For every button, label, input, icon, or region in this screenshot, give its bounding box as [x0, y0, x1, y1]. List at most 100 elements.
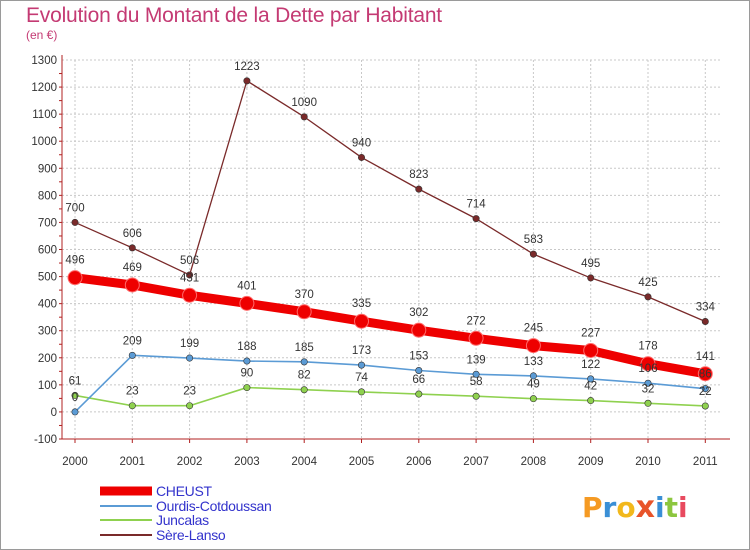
- series-line-cheust: [70, 273, 710, 379]
- y-tick-label: 800: [38, 190, 57, 202]
- data-point-juncalas: [186, 402, 194, 410]
- y-tick-label: -100: [34, 434, 57, 446]
- data-point-juncalas: [644, 399, 652, 407]
- data-label-s-re-lanso: 700: [65, 202, 84, 214]
- data-point-cheust: [182, 287, 198, 303]
- data-point-s-re-lanso: [186, 271, 194, 279]
- data-label-juncalas: 23: [183, 386, 196, 398]
- data-point-cheust: [583, 342, 599, 358]
- x-tick-label: 2005: [349, 456, 375, 468]
- logo-letter: P: [582, 491, 603, 524]
- data-point-ourdis-cotdoussan: [357, 361, 365, 369]
- data-point-ourdis-cotdoussan: [701, 385, 709, 393]
- data-label-cheust: 401: [237, 280, 256, 292]
- data-label-ourdis-cotdoussan: 122: [581, 359, 600, 371]
- data-point-juncalas: [587, 397, 595, 405]
- data-point-ourdis-cotdoussan: [529, 372, 537, 380]
- data-label-s-re-lanso: 714: [467, 199, 487, 211]
- series-line-ourdis-cotdoussan: [74, 354, 707, 413]
- data-point-juncalas: [243, 384, 251, 392]
- legend-label: Juncalas: [156, 512, 209, 528]
- data-label-cheust: 245: [524, 323, 543, 335]
- data-label-ourdis-cotdoussan: 133: [524, 356, 543, 368]
- data-label-s-re-lanso: 583: [524, 234, 543, 246]
- data-point-s-re-lanso: [529, 250, 537, 258]
- data-point-cheust: [411, 322, 427, 338]
- y-tick-label: 300: [38, 326, 57, 338]
- data-label-cheust: 272: [467, 315, 486, 327]
- data-point-cheust: [697, 366, 713, 382]
- data-label-s-re-lanso: 823: [409, 169, 428, 181]
- data-label-cheust: 141: [696, 351, 715, 363]
- data-point-cheust: [354, 313, 369, 329]
- data-point-s-re-lanso: [415, 185, 423, 193]
- data-point-juncalas: [415, 390, 423, 398]
- proxiti-logo: Proxiti: [582, 490, 688, 525]
- data-label-s-re-lanso: 334: [696, 302, 716, 314]
- data-point-ourdis-cotdoussan: [415, 367, 423, 375]
- x-tick-label: 2007: [463, 456, 489, 468]
- logo-letter: t: [664, 491, 678, 524]
- y-tick-label: 600: [38, 245, 57, 257]
- x-tick-label: 2011: [693, 456, 718, 468]
- y-tick-label: 1100: [32, 109, 57, 121]
- legend-swatch: [100, 486, 152, 496]
- x-tick-label: 2000: [62, 456, 88, 468]
- y-tick-label: 200: [38, 353, 57, 365]
- data-point-s-re-lanso: [128, 244, 136, 252]
- y-tick-label: 1300: [31, 55, 57, 67]
- legend-label: Sère-Lanso: [156, 526, 226, 543]
- data-point-ourdis-cotdoussan: [644, 379, 652, 387]
- legend-swatch: [100, 504, 152, 507]
- data-label-s-re-lanso: 940: [352, 137, 371, 149]
- data-point-s-re-lanso: [472, 215, 480, 223]
- data-label-juncalas: 42: [584, 381, 597, 393]
- logo-letter: i: [654, 491, 665, 524]
- data-label-cheust: 370: [295, 289, 314, 301]
- data-point-juncalas: [71, 391, 79, 399]
- data-point-juncalas: [529, 395, 537, 403]
- data-label-cheust: 227: [581, 327, 600, 339]
- data-label-juncalas: 66: [412, 374, 425, 386]
- data-point-s-re-lanso: [71, 218, 79, 226]
- data-label-juncalas: 90: [241, 368, 254, 380]
- data-label-cheust: 302: [409, 307, 428, 319]
- data-label-juncalas: 49: [527, 379, 540, 391]
- x-tick-label: 2006: [406, 456, 432, 468]
- data-point-cheust: [124, 277, 140, 293]
- logo-letter: i: [677, 491, 688, 524]
- logo-letter: x: [635, 490, 655, 525]
- data-label-s-re-lanso: 506: [180, 255, 199, 267]
- data-label-ourdis-cotdoussan: 0: [72, 392, 78, 404]
- data-label-juncalas: 58: [470, 376, 483, 388]
- data-point-s-re-lanso: [644, 293, 652, 301]
- data-point-ourdis-cotdoussan: [128, 351, 136, 359]
- logo-letter: r: [602, 491, 617, 524]
- data-point-cheust: [67, 270, 83, 286]
- data-label-juncalas: 82: [298, 370, 311, 382]
- data-point-s-re-lanso: [357, 153, 365, 161]
- legend-swatch: [100, 519, 152, 522]
- y-tick-label: 700: [38, 217, 57, 229]
- data-point-juncalas: [300, 386, 308, 394]
- data-point-juncalas: [128, 402, 136, 410]
- data-label-juncalas: 74: [355, 372, 368, 384]
- x-tick-label: 2001: [120, 456, 146, 468]
- y-tick-label: 500: [38, 272, 57, 284]
- data-point-ourdis-cotdoussan: [472, 370, 480, 378]
- data-label-cheust: 469: [123, 262, 142, 274]
- data-label-ourdis-cotdoussan: 153: [409, 351, 428, 363]
- data-label-ourdis-cotdoussan: 173: [352, 345, 371, 357]
- series-line-s-re-lanso: [74, 80, 706, 323]
- data-label-juncalas: 32: [642, 383, 655, 395]
- data-point-s-re-lanso: [243, 77, 251, 85]
- x-tick-label: 2004: [291, 456, 317, 468]
- y-tick-label: 1000: [31, 136, 57, 148]
- data-label-ourdis-cotdoussan: 106: [638, 363, 657, 375]
- data-label-s-re-lanso: 425: [638, 277, 657, 289]
- y-tick-label: 400: [38, 299, 57, 311]
- data-point-cheust: [468, 330, 484, 346]
- x-tick-label: 2002: [177, 456, 203, 468]
- legend-label: CHEUST: [156, 483, 212, 499]
- data-point-s-re-lanso: [701, 318, 709, 326]
